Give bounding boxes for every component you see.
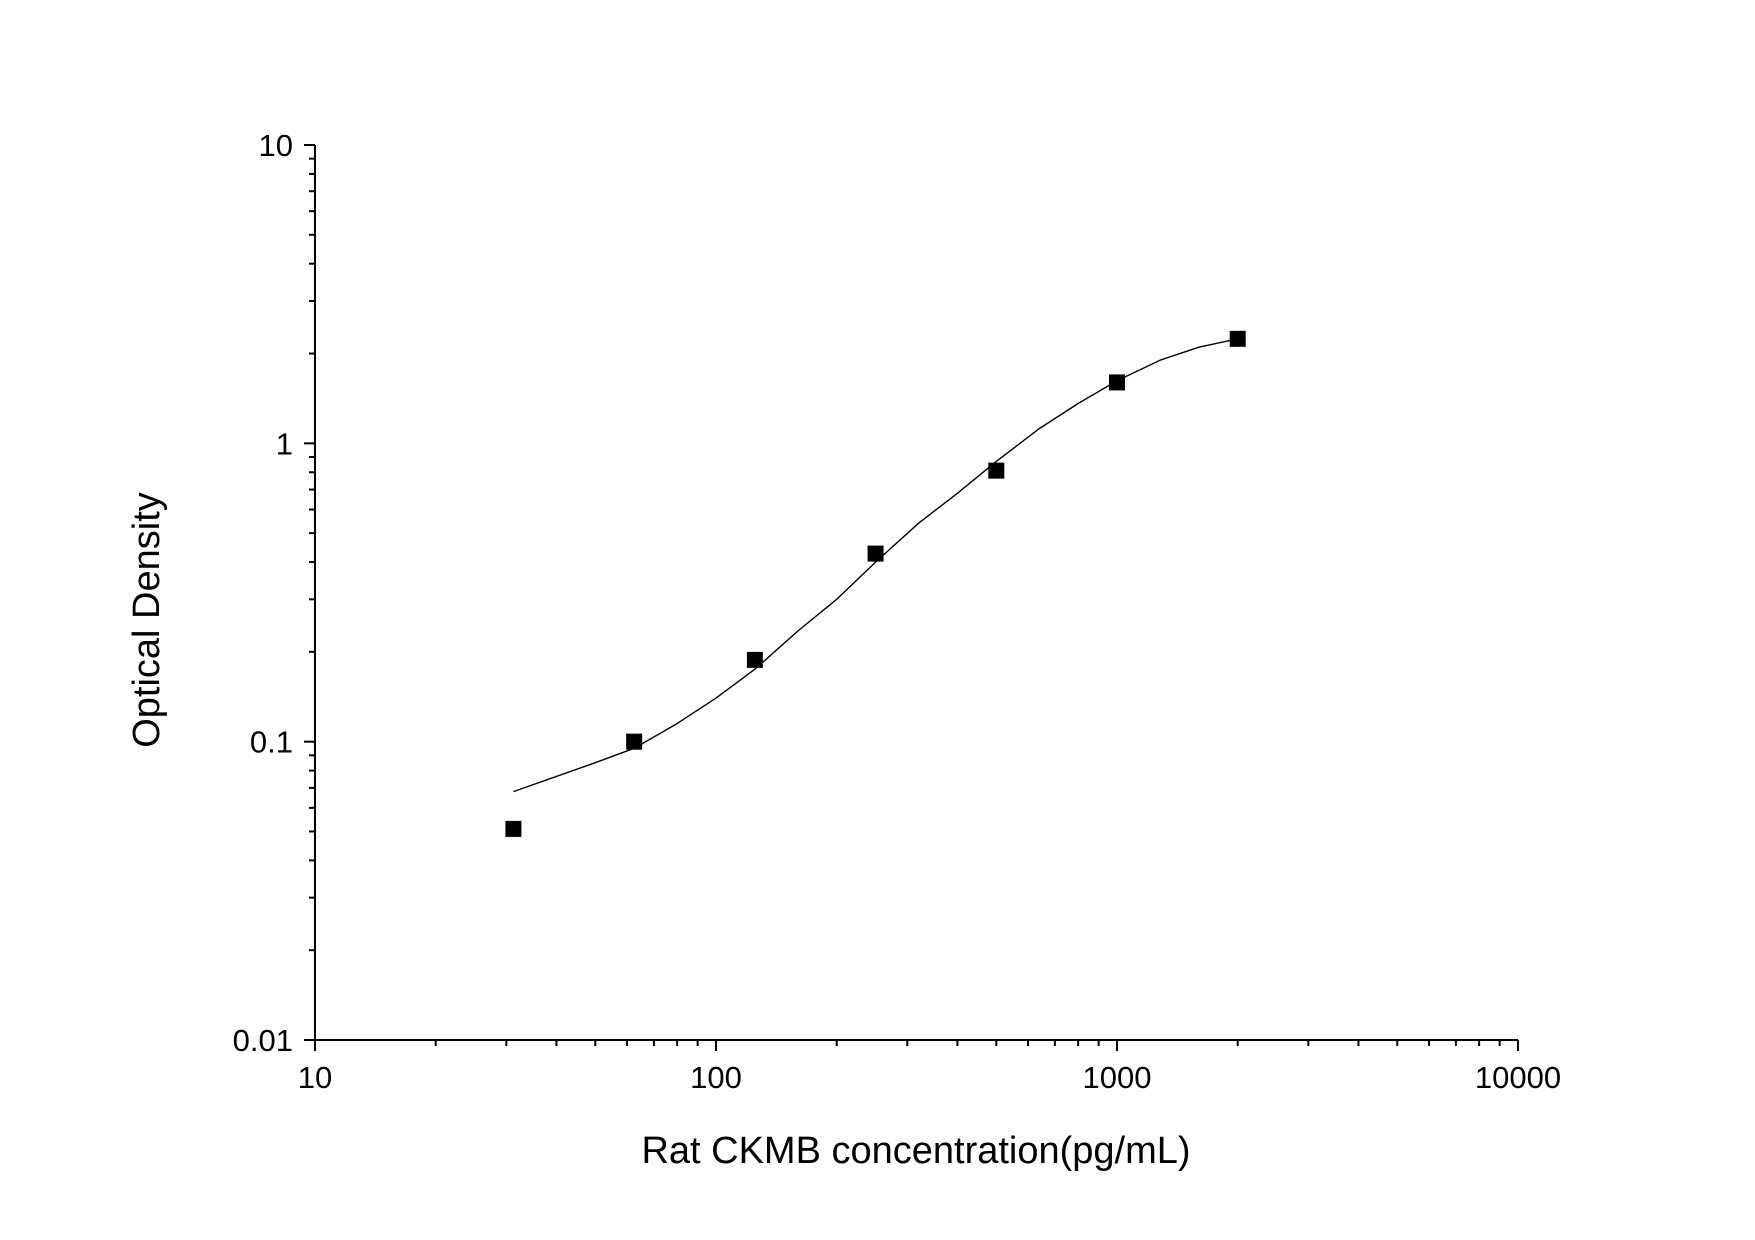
fit-curve-layer — [513, 338, 1238, 793]
y-tick-label: 0.1 — [250, 725, 293, 760]
data-point — [1229, 330, 1246, 347]
data-point — [1109, 374, 1125, 391]
data-point — [988, 462, 1005, 479]
y-axis-title: Optical Density — [126, 492, 168, 748]
data-points-layer — [505, 330, 1246, 837]
data-point — [746, 651, 763, 668]
x-tick-label: 10000 — [1475, 1060, 1561, 1095]
y-tick-label: 0.01 — [233, 1023, 293, 1058]
data-point — [505, 820, 522, 837]
x-axis-title: Rat CKMB concentration(pg/mL) — [641, 1130, 1190, 1172]
axes: 10 100 1000 10000 0.01 0.1 1 10 — [233, 128, 1561, 1095]
y-tick-label: 10 — [259, 128, 293, 163]
x-tick-label: 1000 — [1083, 1060, 1152, 1095]
x-tick-label: 10 — [298, 1060, 332, 1095]
x-tick-label: 100 — [690, 1060, 742, 1095]
data-point — [867, 545, 884, 562]
data-point — [626, 733, 643, 750]
y-tick-label: 1 — [276, 426, 293, 461]
fit-curve — [513, 338, 1238, 793]
